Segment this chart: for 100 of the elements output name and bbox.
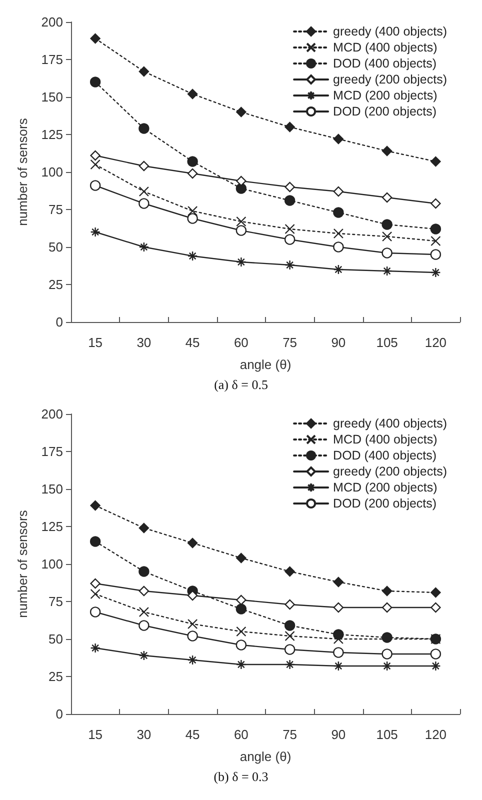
- point: [236, 216, 246, 227]
- point: [382, 192, 392, 203]
- point: [236, 176, 246, 186]
- point: [382, 231, 392, 242]
- point: [138, 198, 150, 209]
- point: [333, 207, 344, 218]
- point: [90, 500, 100, 511]
- point: [284, 260, 295, 270]
- point: [138, 522, 150, 534]
- text: (a) δ = 0.5: [214, 377, 268, 392]
- point: [90, 588, 100, 600]
- y-tick-label: 125: [41, 127, 63, 142]
- point: [90, 76, 101, 88]
- point: [90, 159, 100, 170]
- y-tick-label: 75: [48, 594, 63, 609]
- x-tick-label: 15: [88, 727, 103, 742]
- point: [90, 150, 100, 161]
- legend-label: DOD (200 objects): [333, 104, 437, 118]
- point: [236, 604, 247, 614]
- x-tick-label: 60: [234, 727, 248, 742]
- point: [333, 134, 344, 144]
- y-tick-label: 175: [41, 52, 63, 67]
- y-tick-label: 200: [41, 14, 63, 30]
- y-tick-label: 100: [41, 164, 63, 180]
- point: [236, 106, 246, 118]
- y-tick-label: 125: [41, 519, 63, 534]
- point: [430, 602, 441, 613]
- point: [138, 242, 150, 252]
- point: [284, 224, 295, 234]
- point: [187, 168, 198, 179]
- legend-label: DOD (400 objects): [333, 56, 437, 70]
- x-tick-label: 120: [424, 335, 447, 350]
- point: [187, 630, 198, 642]
- x-tick-label: 105: [376, 335, 398, 350]
- point: [333, 602, 344, 613]
- legend-label: DOD (200 objects): [333, 496, 437, 510]
- x-tick-label: 15: [88, 335, 103, 350]
- x-tick-label: 90: [331, 335, 346, 350]
- x-axis-title: angle (θ): [240, 357, 292, 372]
- y-tick-label: 25: [48, 669, 63, 684]
- legend-label: DOD (400 objects): [333, 448, 437, 462]
- point: [333, 629, 344, 640]
- point: [187, 538, 198, 548]
- point: [382, 219, 392, 230]
- y-axis-title: number of sensors: [15, 510, 30, 618]
- point: [430, 587, 441, 598]
- point: [333, 576, 344, 588]
- x-tick-label: 60: [234, 335, 248, 350]
- point: [333, 264, 344, 275]
- point: [430, 156, 441, 167]
- legend-label: MCD (200 objects): [333, 88, 438, 102]
- point: [333, 242, 344, 252]
- point: [382, 146, 392, 156]
- legend-label: greedy (200 objects): [333, 72, 447, 86]
- point: [333, 660, 344, 672]
- text: (b) δ = 0.3: [214, 769, 268, 784]
- point: [284, 122, 295, 132]
- point: [90, 180, 101, 191]
- point: [430, 648, 442, 660]
- x-tick-label: 75: [282, 727, 298, 742]
- legend-label: greedy (200 objects): [333, 464, 447, 478]
- point: [187, 213, 198, 224]
- point: [236, 256, 246, 268]
- x-tick-label: 30: [136, 727, 152, 742]
- point: [430, 249, 442, 260]
- point: [430, 236, 441, 246]
- x-axis-title: angle (θ): [240, 749, 292, 764]
- point: [138, 66, 150, 77]
- point: [138, 566, 150, 577]
- legend-label: MCD (400 objects): [333, 432, 438, 446]
- point: [236, 225, 247, 236]
- point: [138, 160, 150, 172]
- point: [90, 536, 101, 547]
- point: [284, 644, 296, 655]
- y-tick-label: 25: [48, 277, 63, 292]
- point: [430, 224, 442, 234]
- point: [187, 206, 198, 216]
- point: [90, 606, 101, 618]
- y-tick-label: 0: [56, 706, 63, 722]
- point: [382, 602, 392, 613]
- point: [90, 33, 100, 44]
- point: [138, 650, 150, 661]
- x-tick-label: 90: [331, 727, 346, 742]
- point: [138, 606, 150, 618]
- point: [187, 618, 198, 630]
- point: [187, 88, 198, 100]
- point: [382, 248, 392, 258]
- point: [382, 660, 392, 672]
- point: [333, 186, 344, 197]
- point: [430, 267, 441, 278]
- y-tick-label: 0: [56, 314, 63, 330]
- point: [333, 647, 344, 658]
- legend-label: MCD (200 objects): [333, 480, 438, 494]
- point: [138, 586, 150, 596]
- point: [236, 640, 247, 650]
- point: [382, 586, 392, 596]
- point: [236, 594, 246, 606]
- point: [284, 182, 295, 192]
- y-tick-label: 50: [48, 632, 63, 646]
- point: [284, 599, 295, 610]
